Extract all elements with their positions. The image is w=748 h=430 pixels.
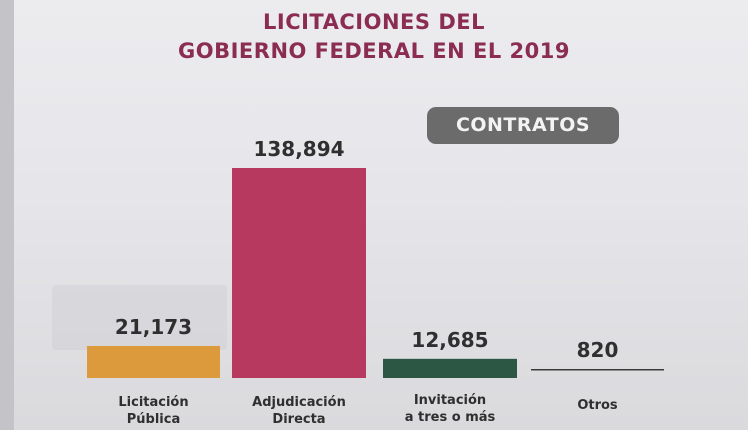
- bar-1: [232, 168, 366, 378]
- category-label-0-0: Licitación: [118, 395, 188, 410]
- contratos-badge: CONTRATOS: [427, 107, 619, 144]
- bar-2: [383, 358, 517, 378]
- category-label-2-0: Invitación: [414, 393, 486, 408]
- value-label-3: 820: [577, 338, 619, 362]
- value-label-0: 21,173: [115, 315, 192, 339]
- category-label-1-1: Directa: [272, 412, 325, 427]
- bar-0: [87, 345, 220, 378]
- category-label-1-0: Adjudicación: [252, 395, 346, 410]
- value-label-1: 138,894: [253, 137, 344, 161]
- title-line-2: GOBIERNO FEDERAL EN EL 2019: [178, 39, 570, 63]
- background-shadow: [52, 285, 227, 350]
- category-label-2-1: a tres o más: [405, 410, 496, 425]
- value-label-2: 12,685: [411, 328, 488, 352]
- category-label-3-0: Otros: [577, 398, 618, 413]
- title-line-1: LICITACIONES DEL: [263, 10, 485, 34]
- chart-title: LICITACIONES DEL GOBIERNO FEDERAL EN EL …: [0, 8, 748, 66]
- page-edge: [0, 0, 14, 430]
- bar-3: [531, 369, 664, 371]
- category-label-0-1: Pública: [127, 412, 180, 427]
